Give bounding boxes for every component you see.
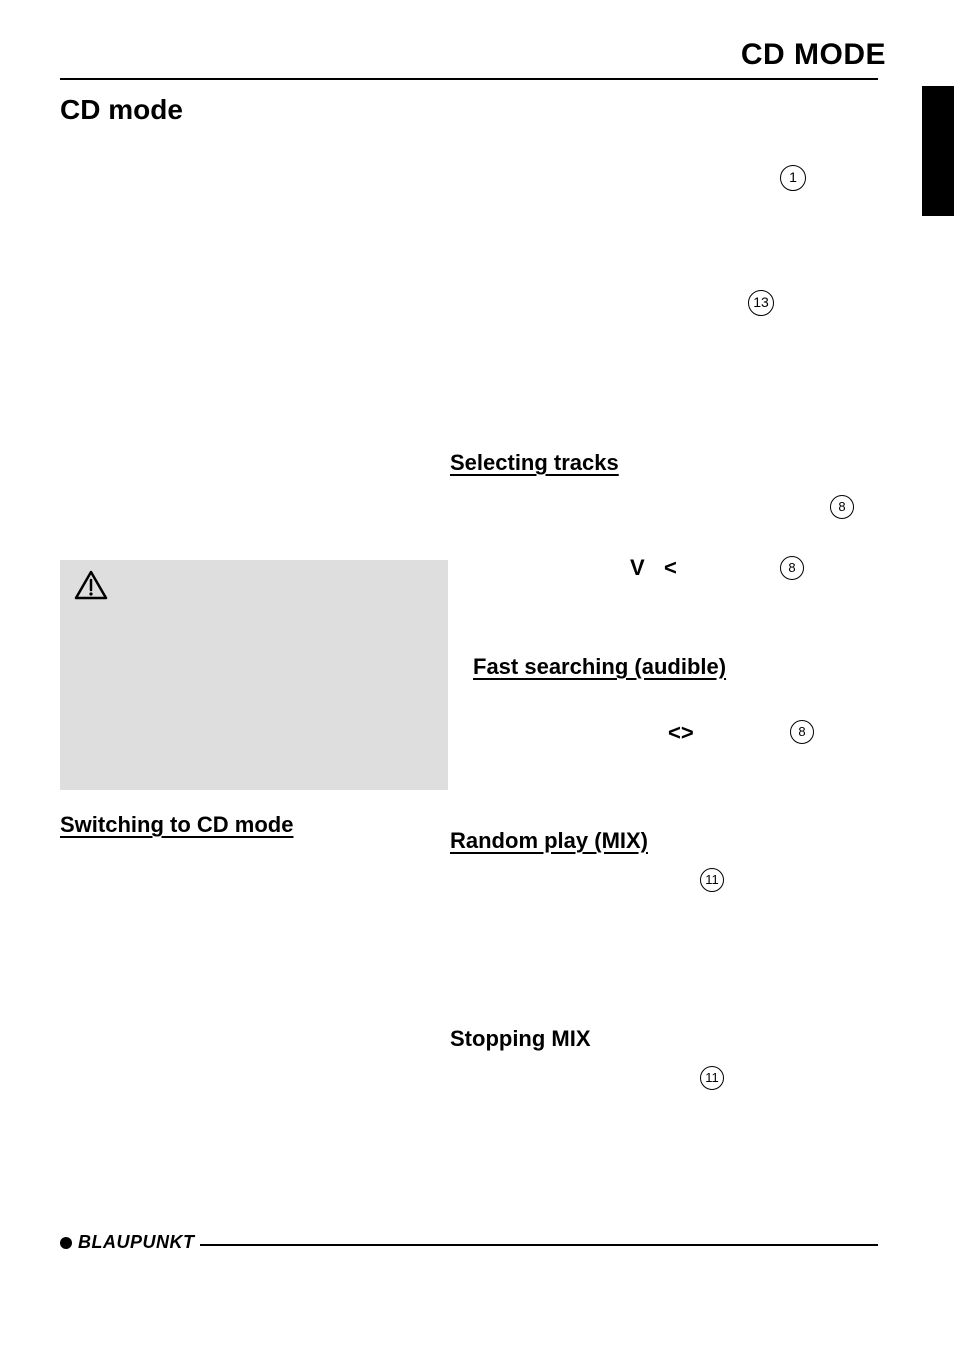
ref-circle-13: 13 [748,290,774,316]
ref-circle-8c: 8 [790,720,814,744]
side-tab [922,86,954,216]
ref-circle-8b: 8 [780,556,804,580]
warning-box [60,560,448,790]
footer-logo: BLAUPUNKT [60,1232,195,1253]
brand-name: BLAUPUNKT [78,1232,195,1253]
subhead-switching-cd-mode: Switching to CD mode [60,812,293,838]
page-header-title: CD MODE [741,38,886,72]
ref-circle-8a: 8 [830,495,854,519]
subhead-stopping-mix: Stopping MIX [450,1026,591,1052]
down-arrow-icon: V [630,555,645,581]
header-rule [60,78,878,80]
subhead-fast-searching: Fast searching (audible) [473,654,726,680]
subhead-selecting-tracks: Selecting tracks [450,450,619,476]
left-arrow-icon: < [664,555,677,581]
brand-dot-icon [60,1237,72,1249]
ref-circle-11a: 11 [700,868,724,892]
warning-triangle-icon [74,570,108,600]
ref-circle-1: 1 [780,165,806,191]
page: CD MODE CD mode 1 13 Selecting tracks 8 … [0,0,954,1349]
section-title: CD mode [60,94,183,126]
footer-rule [200,1244,878,1246]
ref-circle-11b: 11 [700,1066,724,1090]
subhead-random-play: Random play (MIX) [450,828,648,854]
left-right-arrows-icon: <> [668,720,694,746]
